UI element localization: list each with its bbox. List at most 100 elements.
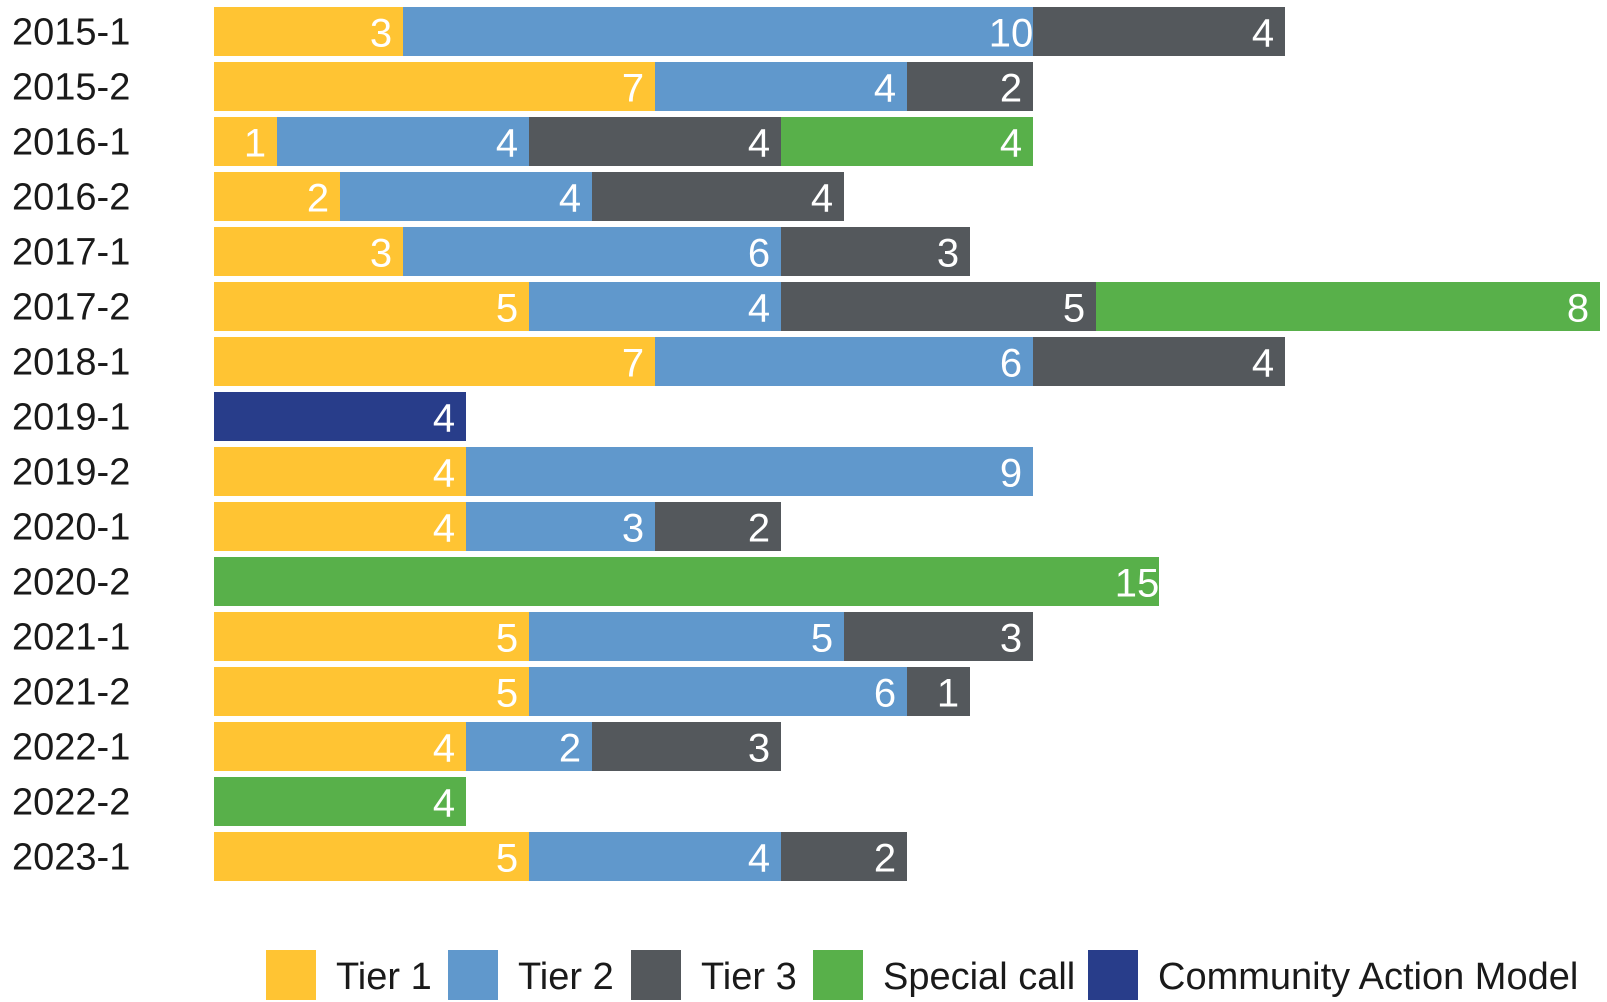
data-label-tier-3-2023-1: 2 [874,837,896,881]
data-label-tier-2-2019-2: 9 [1000,452,1022,496]
data-label-tier-3-2022-1: 3 [748,727,770,771]
bar-tier-2-2021-1 [529,612,844,661]
data-label-tier-3-2016-2: 4 [811,177,833,221]
category-label-2020-1: 2020-1 [12,507,130,549]
data-label-tier-1-2016-1: 1 [244,122,266,166]
data-label-tier-1-2017-1: 3 [370,232,392,276]
data-label-special-call-2020-2: 15 [1115,562,1160,606]
data-label-tier-1-2016-2: 2 [307,177,329,221]
bar-special-call-2016-1 [781,117,1033,166]
data-label-tier-2-2018-1: 6 [1000,342,1022,386]
category-label-2017-2: 2017-2 [12,287,130,329]
bar-tier-3-2020-1 [655,502,781,551]
category-label-2016-1: 2016-1 [12,122,130,164]
bar-tier-3-2022-1 [592,722,781,771]
data-label-tier-3-2021-2: 1 [937,672,959,716]
bar-tier-1-2023-1 [214,832,529,881]
legend-label-tier-2: Tier 2 [518,956,614,998]
category-label-2021-1: 2021-1 [12,617,130,659]
legend-label-tier-3: Tier 3 [701,956,797,998]
bar-tier-1-2019-2 [214,447,466,496]
data-label-tier-2-2021-2: 6 [874,672,896,716]
bar-tier-2-2023-1 [529,832,781,881]
legend-swatch-tier-3 [631,950,681,1000]
legend-item-tier-2: Tier 2 [448,950,614,1000]
bar-tier-3-2023-1 [781,832,907,881]
legend-label-tier-1: Tier 1 [336,956,432,998]
data-label-tier-3-2018-1: 4 [1252,342,1274,386]
bar-tier-2-2020-1 [466,502,655,551]
bar-tier-1-2015-1 [214,7,403,56]
bar-tier-1-2016-2 [214,172,340,221]
bar-tier-2-2017-2 [529,282,781,331]
legend-item-special-call: Special call [813,950,1075,1000]
bar-tier-2-2019-2 [466,447,1033,496]
bar-special-call-2017-2 [1096,282,1600,331]
data-label-tier-2-2015-1: 10 [989,12,1034,56]
bar-special-call-2022-2 [214,777,466,826]
bar-tier-2-2017-1 [403,227,781,276]
data-label-special-call-2016-1: 4 [1000,122,1022,166]
data-label-tier-1-2021-2: 5 [496,672,518,716]
data-label-tier-2-2017-2: 4 [748,287,770,331]
bar-tier-2-2022-1 [466,722,592,771]
bar-tier-1-2017-1 [214,227,403,276]
data-label-tier-1-2021-1: 5 [496,617,518,661]
bar-tier-3-2021-1 [844,612,1033,661]
category-label-2021-2: 2021-2 [12,672,130,714]
data-label-tier-1-2017-2: 5 [496,287,518,331]
bar-tier-1-2017-2 [214,282,529,331]
category-label-2016-2: 2016-2 [12,177,130,219]
data-label-tier-3-2016-1: 4 [748,122,770,166]
bar-tier-2-2015-2 [655,62,907,111]
bar-tier-3-2021-2 [907,667,970,716]
data-label-tier-3-2017-2: 5 [1063,287,1085,331]
category-label-2022-1: 2022-1 [12,727,130,769]
data-label-tier-1-2019-2: 4 [433,452,455,496]
data-label-tier-1-2018-1: 7 [622,342,644,386]
bar-tier-3-2018-1 [1033,337,1285,386]
data-label-tier-2-2017-1: 6 [748,232,770,276]
bar-tier-1-2021-1 [214,612,529,661]
bar-tier-2-2015-1 [403,7,1033,56]
data-label-tier-2-2020-1: 3 [622,507,644,551]
data-label-tier-1-2022-1: 4 [433,727,455,771]
data-label-tier-3-2015-2: 2 [1000,67,1022,111]
category-label-2022-2: 2022-2 [12,782,130,824]
category-labels: 2015-1 2015-2 2016-1 2016-2 2017-1 2017-2 2018… [12,12,130,879]
bar-tier-2-2016-2 [340,172,592,221]
bar-tier-1-2021-2 [214,667,529,716]
category-label-2023-1: 2023-1 [12,837,130,879]
bar-tier-2-2018-1 [655,337,1033,386]
category-label-2019-2: 2019-2 [12,452,130,494]
legend-item-community-action-model: Community Action Model [1088,950,1578,1000]
data-label-tier-1-2023-1: 5 [496,837,518,881]
data-label-tier-2-2016-2: 4 [559,177,581,221]
data-label-tier-2-2015-2: 4 [874,67,896,111]
data-label-tier-1-2015-2: 7 [622,67,644,111]
data-label-tier-2-2021-1: 5 [811,617,833,661]
category-label-2015-2: 2015-2 [12,67,130,109]
bar-tier-3-2017-2 [781,282,1096,331]
bar-tier-3-2017-1 [781,227,970,276]
legend-label-community-action-model: Community Action Model [1158,956,1578,998]
data-label-tier-3-2021-1: 3 [1000,617,1022,661]
legend-label-special-call: Special call [883,956,1075,998]
bar-tier-3-2015-2 [907,62,1033,111]
category-label-2015-1: 2015-1 [12,12,130,54]
bar-tier-2-2016-1 [277,117,529,166]
data-label-tier-1-2020-1: 4 [433,507,455,551]
data-label-special-call-2022-2: 4 [433,782,455,826]
data-label-community-action-model-2019-1: 4 [433,397,455,441]
data-label-tier-2-2023-1: 4 [748,837,770,881]
legend-item-tier-3: Tier 3 [631,950,797,1000]
bar-tier-3-2016-2 [592,172,844,221]
data-label-tier-3-2015-1: 4 [1252,12,1274,56]
data-label-tier-3-2020-1: 2 [748,507,770,551]
bar-tier-1-2015-2 [214,62,655,111]
legend: Tier 1 Tier 2 Tier 3 Special call Community … [266,950,1578,1000]
bar-tier-3-2016-1 [529,117,781,166]
